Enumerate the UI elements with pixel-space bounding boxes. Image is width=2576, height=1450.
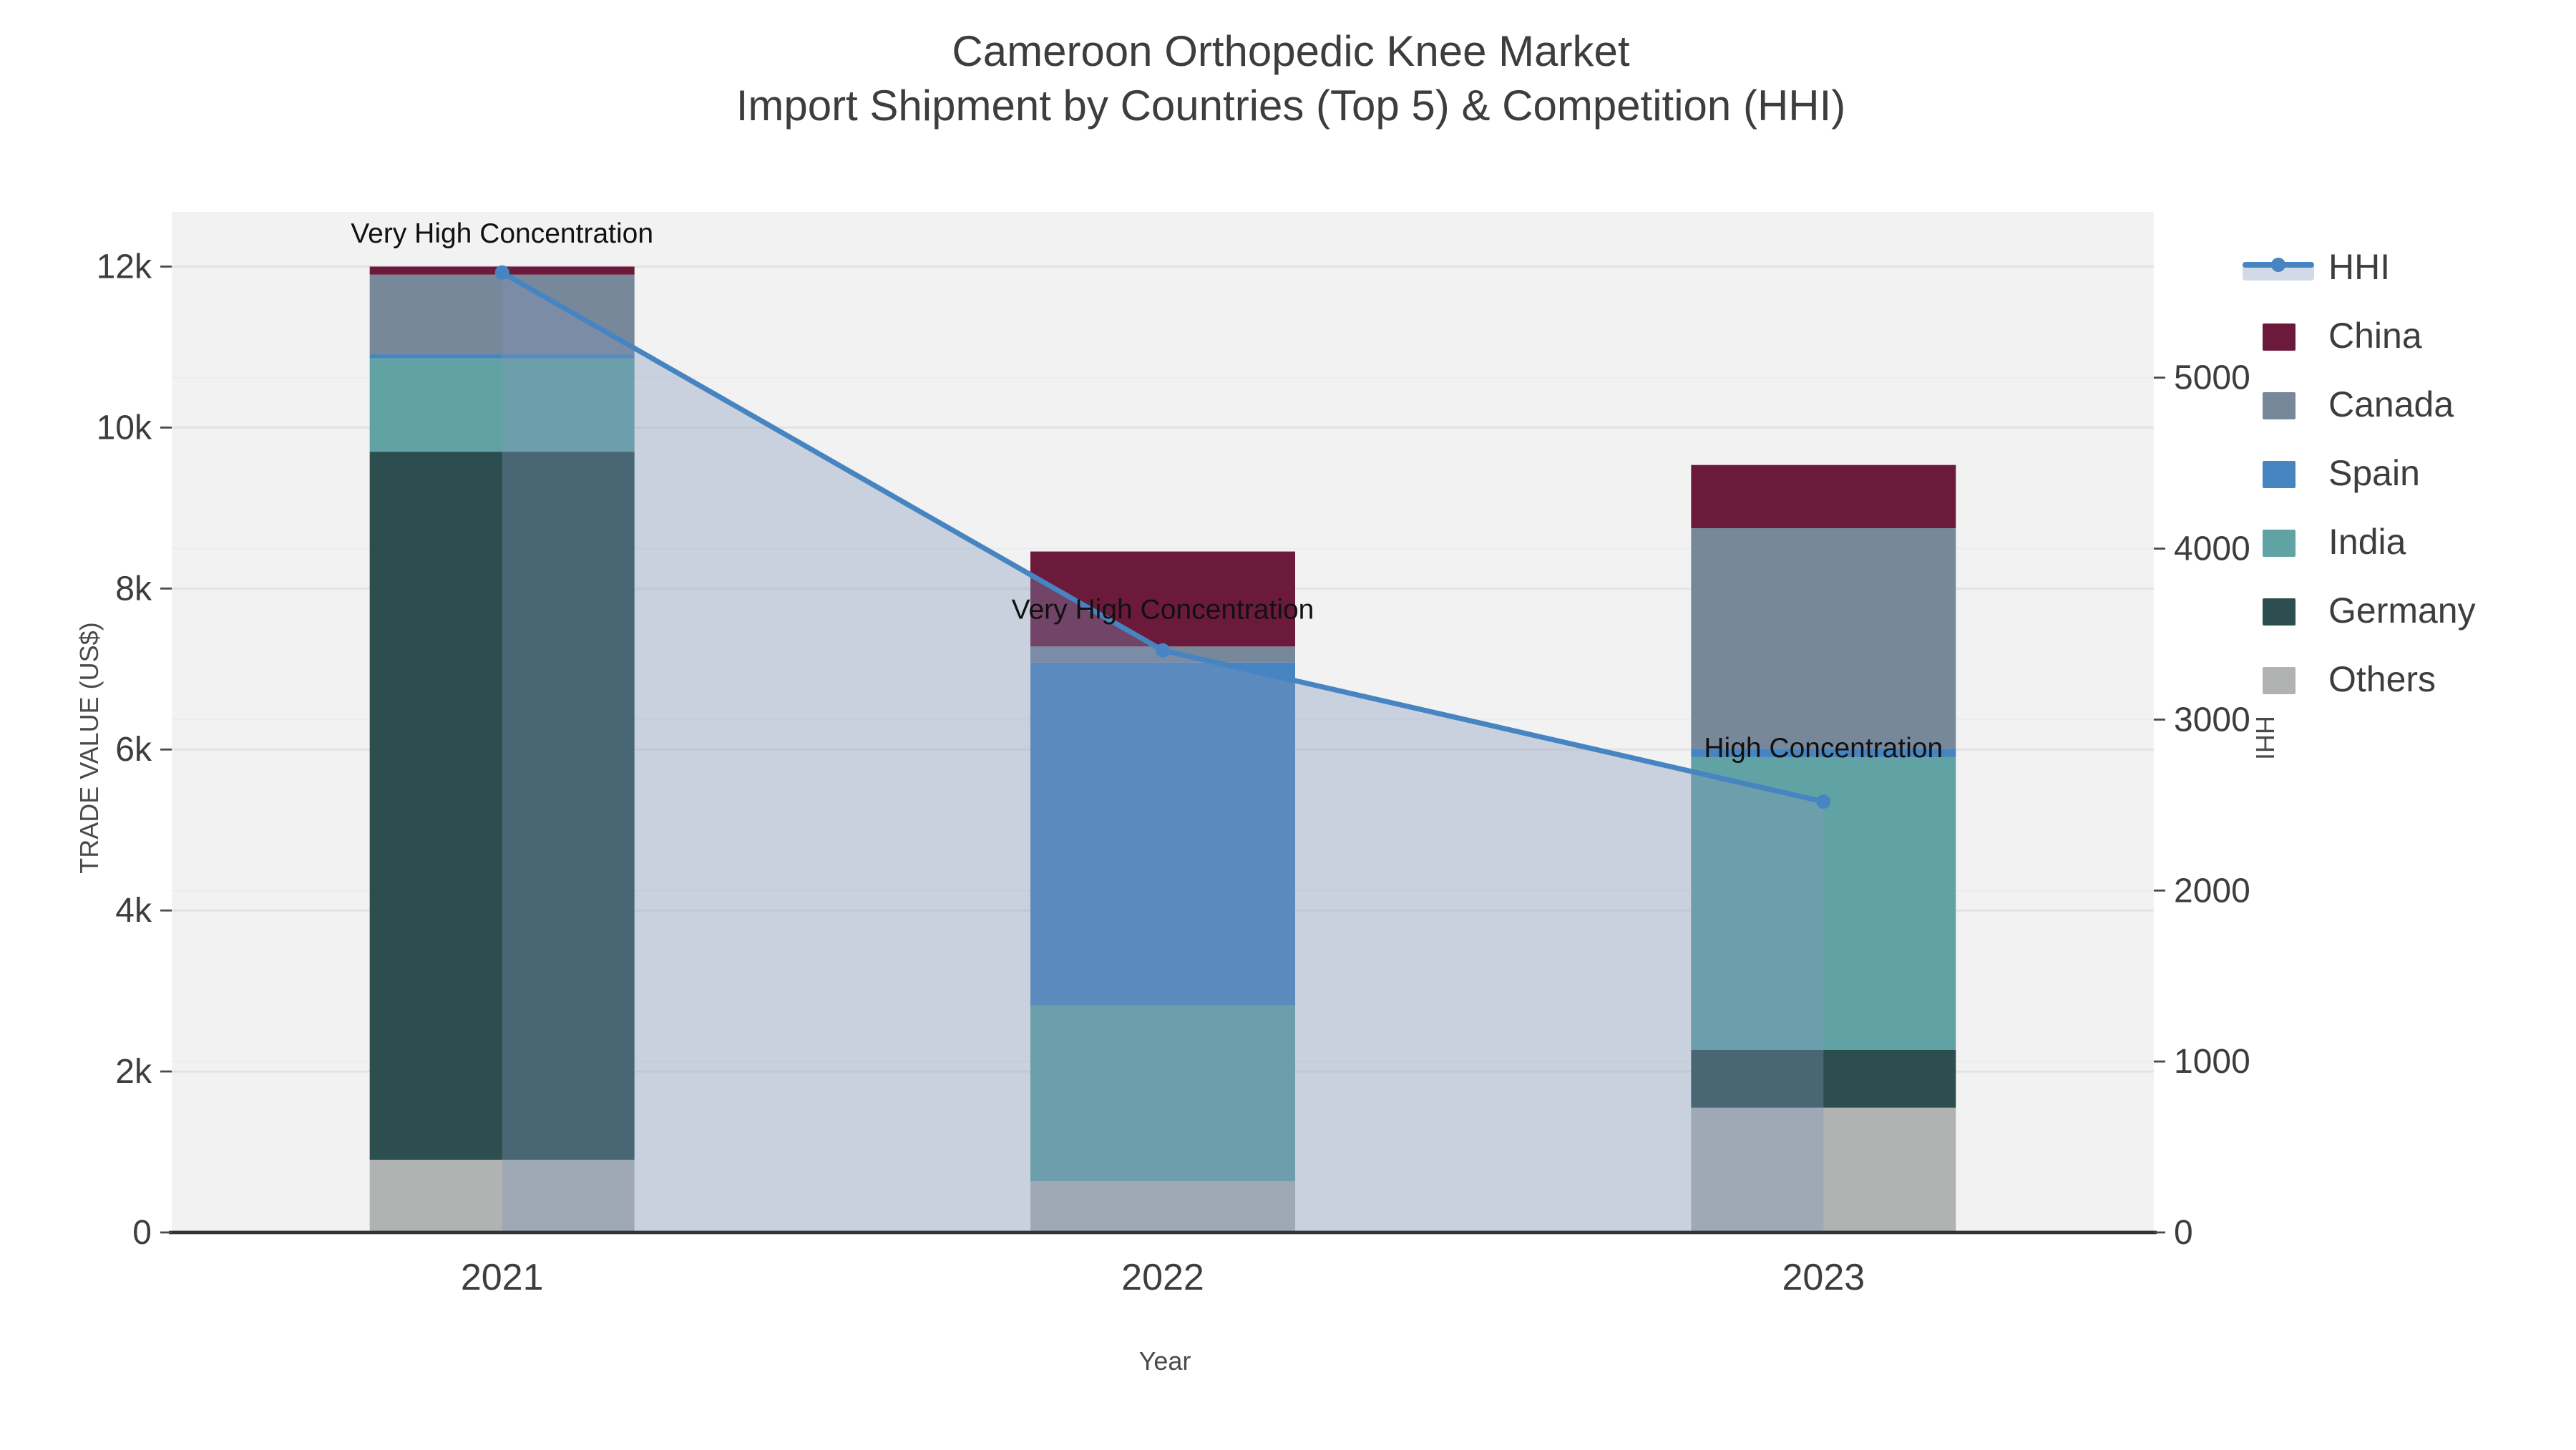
- germany-swatch-icon: [2262, 598, 2295, 625]
- bar-segment-canada-2023[interactable]: [1691, 527, 1956, 749]
- y-right-tick-label: 2000: [2174, 872, 2250, 910]
- canada-swatch-icon: [2262, 391, 2295, 419]
- legend-label: Germany: [2328, 590, 2476, 631]
- bar-segment-canada-2021[interactable]: [369, 274, 635, 355]
- legend-color-swatch-icon: [2241, 323, 2316, 350]
- y-left-tick-label: 8k: [115, 570, 152, 608]
- bar-segment-others-2022[interactable]: [1030, 1181, 1295, 1232]
- legend-item-canada[interactable]: Canada: [2241, 371, 2476, 439]
- legend-label: Spain: [2328, 453, 2420, 493]
- hhi-marker-2021[interactable]: [494, 265, 509, 280]
- annotation-2023: High Concentration: [1704, 733, 1943, 764]
- legend-color-swatch-icon: [2241, 391, 2316, 419]
- legend-item-china[interactable]: China: [2241, 302, 2476, 371]
- legend-label: Others: [2328, 659, 2436, 699]
- others-swatch-icon: [2262, 666, 2295, 694]
- annotation-2021: Very High Concentration: [351, 218, 653, 249]
- x-axis-title: Year: [1138, 1347, 1191, 1376]
- legend-label: China: [2328, 316, 2422, 356]
- y-right-tick-label: 3000: [2174, 701, 2250, 739]
- legend-item-hhi[interactable]: HHI: [2241, 233, 2476, 302]
- legend-item-india[interactable]: India: [2241, 508, 2476, 577]
- bar-segment-spain-2022[interactable]: [1030, 662, 1295, 1006]
- hhi-area-fill: [502, 272, 1824, 1232]
- x-tick-label-2022: 2022: [1121, 1257, 1204, 1298]
- legend-color-swatch-icon: [2241, 529, 2316, 556]
- legend: HHI China Canada Spain India Germany Others: [2241, 233, 2476, 714]
- y-left-tick-label: 0: [132, 1214, 152, 1252]
- legend-color-swatch-icon: [2241, 598, 2316, 625]
- y-left-tick-label: 4k: [115, 892, 152, 930]
- bar-segment-germany-2021[interactable]: [369, 452, 635, 1160]
- legend-label: Canada: [2328, 384, 2454, 424]
- bar-segment-others-2023[interactable]: [1691, 1107, 1956, 1232]
- legend-item-germany[interactable]: Germany: [2241, 577, 2476, 646]
- india-swatch-icon: [2262, 529, 2295, 556]
- y-left-tick-label: 6k: [115, 731, 152, 769]
- hhi-marker-2023[interactable]: [1816, 794, 1831, 809]
- legend-item-others[interactable]: Others: [2241, 646, 2476, 714]
- hhi-line-icon: [2243, 253, 2314, 282]
- hhi-sample-dot: [2271, 258, 2285, 272]
- legend-label: HHI: [2328, 247, 2391, 287]
- china-swatch-icon: [2262, 323, 2295, 350]
- legend-item-spain[interactable]: Spain: [2241, 439, 2476, 508]
- chart-title: Cameroon Orthopedic Knee Market Import S…: [0, 26, 2576, 135]
- x-tick-label-2023: 2023: [1782, 1257, 1865, 1298]
- y-left-tick-label: 2k: [115, 1053, 152, 1091]
- legend-line-sample-icon: [2241, 253, 2316, 282]
- y-left-tick-label: 12k: [97, 248, 152, 286]
- y-right-tick-label: 1000: [2174, 1043, 2250, 1081]
- y-right-tick-label: 5000: [2174, 359, 2250, 397]
- y-axis-title-left: TRADE VALUE (US$): [75, 622, 104, 874]
- annotation-2022: Very High Concentration: [1012, 595, 1314, 626]
- legend-color-swatch-icon: [2241, 666, 2316, 694]
- chart-title-line2: Import Shipment by Countries (Top 5) & C…: [736, 83, 1846, 130]
- bar-segment-spain-2021[interactable]: [369, 354, 635, 359]
- bar-segment-china-2023[interactable]: [1691, 464, 1956, 528]
- bar-segment-spain-2023[interactable]: [1691, 749, 1956, 757]
- spain-swatch-icon: [2262, 460, 2295, 487]
- x-tick-label-2021: 2021: [461, 1257, 544, 1298]
- legend-color-swatch-icon: [2241, 460, 2316, 487]
- y-right-tick-label: 4000: [2174, 530, 2250, 568]
- bar-segment-india-2022[interactable]: [1030, 1005, 1295, 1182]
- legend-label: India: [2328, 522, 2406, 562]
- hhi-marker-2022[interactable]: [1156, 643, 1170, 658]
- y-left-tick-label: 10k: [97, 409, 152, 447]
- bar-segment-india-2021[interactable]: [369, 358, 635, 452]
- bar-segment-others-2021[interactable]: [369, 1159, 635, 1232]
- chart-title-line1: Cameroon Orthopedic Knee Market: [952, 29, 1630, 76]
- y-right-tick-label: 0: [2174, 1214, 2193, 1252]
- bar-segment-germany-2023[interactable]: [1691, 1049, 1956, 1108]
